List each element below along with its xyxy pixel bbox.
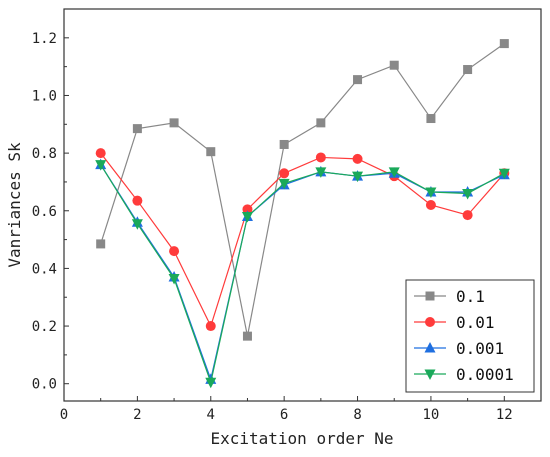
legend-label: 0.001	[456, 339, 504, 358]
x-tick-label: 4	[207, 407, 215, 423]
data-point	[315, 167, 327, 178]
data-point	[462, 188, 474, 200]
data-point	[499, 39, 509, 49]
y-axis-title: Vanriances Sk	[5, 142, 24, 268]
data-point	[205, 321, 216, 332]
data-point	[242, 331, 252, 341]
data-point	[425, 187, 437, 199]
data-point	[426, 114, 436, 124]
x-tick-label: 8	[353, 407, 361, 423]
data-point	[462, 210, 473, 221]
data-point	[279, 168, 290, 179]
series-0.0001	[95, 160, 510, 389]
legend-label: 0.1	[456, 287, 485, 306]
data-point	[131, 219, 143, 230]
data-point	[425, 200, 436, 210]
x-tick-label: 6	[280, 407, 288, 423]
y-axis: 0.0 0.2 0.4 0.6 0.8 1.0 1.2	[32, 8, 69, 393]
data-point	[132, 195, 143, 206]
legend-marker	[425, 291, 435, 301]
data-point	[389, 60, 399, 70]
x-axis-title: Excitation order Ne	[210, 429, 393, 448]
data-point	[279, 139, 289, 149]
y-tick-label: 0.2	[32, 319, 57, 335]
y-tick-label: 0.6	[32, 204, 57, 220]
x-tick-label: 12	[496, 407, 513, 423]
data-point	[388, 167, 400, 178]
data-point	[463, 65, 473, 75]
plot-frame	[63, 8, 542, 402]
data-point	[498, 168, 510, 180]
data-point	[206, 147, 216, 157]
data-point	[95, 148, 106, 159]
legend-marker	[424, 342, 436, 353]
legend-label: 0.0001	[456, 365, 514, 384]
y-tick-label: 1.0	[32, 88, 57, 104]
data-point	[241, 212, 253, 223]
data-point	[168, 274, 180, 285]
y-tick-label: 0.8	[32, 146, 57, 162]
series-line	[100, 152, 505, 328]
x-axis: 0 2 4 6 8 10 12	[60, 396, 513, 423]
legend-marker	[424, 369, 436, 380]
data-point	[315, 152, 326, 163]
data-point	[316, 118, 326, 128]
legend: 0.1 0.01 0.001 0.0001	[405, 279, 535, 393]
series-0.1	[96, 39, 509, 341]
data-point	[205, 377, 217, 389]
x-tick-label: 0	[60, 407, 68, 423]
series-layer	[95, 39, 510, 389]
series-line	[100, 43, 505, 337]
data-point	[169, 246, 180, 257]
data-point	[95, 160, 107, 171]
y-tick-label: 0.4	[32, 261, 57, 277]
y-tick-label: 1.2	[32, 31, 57, 47]
data-point	[353, 75, 363, 85]
data-point	[242, 204, 253, 215]
data-point	[169, 118, 179, 128]
y-tick-label: 0.0	[32, 377, 57, 393]
series-line	[100, 164, 505, 385]
legend-label: 0.01	[456, 313, 495, 332]
data-point	[132, 124, 142, 134]
data-point	[352, 171, 364, 183]
data-point	[352, 153, 363, 164]
x-tick-label: 2	[133, 407, 141, 423]
data-point	[278, 178, 290, 190]
legend-marker	[425, 317, 435, 327]
x-tick-label: 10	[422, 407, 439, 423]
data-point	[96, 239, 106, 249]
